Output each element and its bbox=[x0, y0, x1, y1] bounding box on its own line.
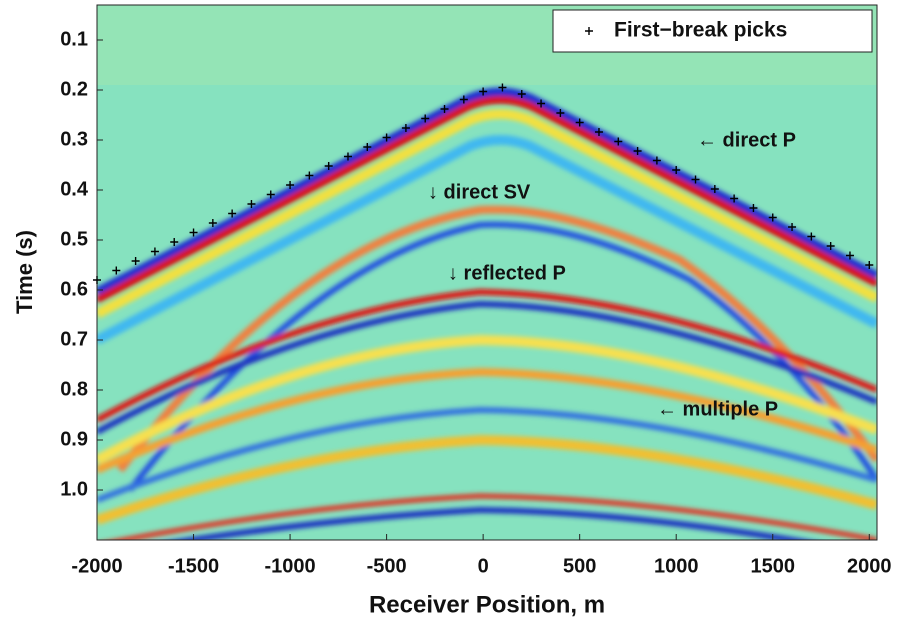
y-tick-label: 1.0 bbox=[60, 478, 88, 500]
legend: First−break picks bbox=[553, 10, 872, 52]
x-axis-title: Receiver Position, m bbox=[369, 591, 605, 618]
x-tick-label: -1500 bbox=[168, 555, 219, 577]
annotation: ↓ direct SV bbox=[428, 181, 531, 203]
y-tick-label: 0.1 bbox=[60, 28, 88, 50]
y-tick-label: 0.5 bbox=[60, 228, 88, 250]
y-tick-label: 0.8 bbox=[60, 378, 88, 400]
chart: -2000 -1500 -1000 -500 0 500 1000 1500 2000 0.1 0.… bbox=[0, 0, 908, 629]
y-tick-label: 0.9 bbox=[60, 428, 88, 450]
y-tick-label: 0.7 bbox=[60, 328, 88, 350]
x-tick-label: 2000 bbox=[847, 555, 892, 577]
annotation: ← direct P bbox=[697, 129, 796, 151]
x-tick-label: 1500 bbox=[750, 555, 795, 577]
x-tick-label: -1000 bbox=[264, 555, 315, 577]
annotation: ← multiple P bbox=[657, 398, 778, 420]
x-tick-label: -2000 bbox=[71, 555, 122, 577]
x-tick-label: 1000 bbox=[654, 555, 699, 577]
x-tick-label: -500 bbox=[367, 555, 407, 577]
x-tick-label: 500 bbox=[563, 555, 596, 577]
y-tick-label: 0.6 bbox=[60, 278, 88, 300]
y-tick-label: 0.4 bbox=[60, 178, 89, 200]
y-tick-label: 0.2 bbox=[60, 78, 88, 100]
y-axis-title: Time (s) bbox=[12, 230, 37, 314]
x-tick-label: 0 bbox=[478, 555, 489, 577]
annotation: ↓ reflected P bbox=[448, 262, 566, 284]
legend-label: First−break picks bbox=[614, 19, 787, 42]
y-tick-label: 0.3 bbox=[60, 128, 88, 150]
